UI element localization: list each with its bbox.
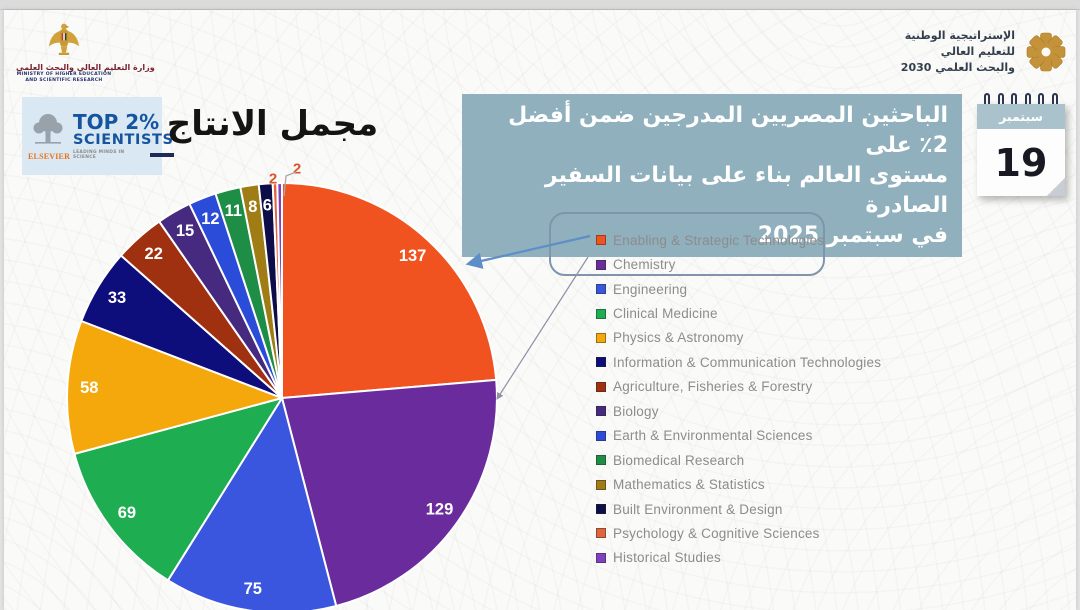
pie-value-label-3: 69 — [118, 504, 136, 522]
top2-subtitle: SCIENTISTS — [73, 131, 174, 148]
legend-label: Information & Communication Technologies — [613, 354, 882, 370]
legend-swatch — [596, 479, 606, 490]
pie-value-label-0: 137 — [399, 247, 427, 265]
ministry-logo: وزارة التعليم العالي والبحث العلمي MINIS… — [16, 20, 155, 83]
window-top-strip — [0, 0, 1080, 10]
legend-swatch — [596, 284, 606, 295]
pie-value-label-12: 2 — [269, 171, 277, 188]
legend-label: Earth & Environmental Sciences — [613, 428, 813, 444]
legend-item: Chemistry — [596, 252, 881, 276]
strategy-logo: الإستراتيجية الوطنية للتعليم العالي والب… — [878, 28, 1068, 76]
legend-label: Historical Studies — [613, 550, 721, 566]
legend-swatch — [596, 235, 606, 246]
calendar-page-curl-icon — [1047, 178, 1065, 196]
pie-slice-0 — [281, 182, 498, 399]
legend-item: Clinical Medicine — [596, 301, 881, 325]
top2-scientists-badge: ELSEVIER TOP 2% SCIENTISTS LEADING MINDS… — [22, 97, 174, 175]
legend-swatch — [596, 381, 606, 392]
egypt-eagle-icon — [48, 23, 80, 56]
legend-label: Mathematics & Statistics — [613, 477, 765, 493]
calendar-month: سبتمبر — [999, 109, 1043, 124]
legend-label: Biology — [613, 403, 659, 419]
page-title: مجمل الانتاج — [166, 104, 379, 144]
pie-slices — [66, 182, 498, 610]
legend-label: Psychology & Cognitive Sciences — [613, 525, 820, 541]
chart-legend: Enabling & Strategic Technologies Chemist… — [596, 228, 881, 570]
legend-item: Built Environment & Design — [596, 497, 881, 521]
pie-value-label-7: 15 — [176, 222, 194, 240]
pie-value-label-9: 11 — [225, 202, 242, 220]
strategy-rosette-icon — [1026, 32, 1066, 72]
legend-item: Historical Studies — [596, 546, 881, 570]
top2-tagline: LEADING MINDS IN SCIENCE — [73, 150, 125, 161]
legend-item: Physics & Astronomy — [596, 326, 881, 350]
banner-line3: في سبتمبر 2025 — [757, 223, 948, 248]
legend-swatch — [596, 528, 606, 539]
calendar-widget: سبتمبر 19 — [977, 93, 1065, 196]
pie-slice-13 — [276, 182, 283, 399]
pie-slice-4 — [66, 320, 283, 455]
pie-slice-1 — [281, 378, 498, 607]
legend-label: Agriculture, Fisheries & Forestry — [613, 379, 813, 395]
pie-value-label-5: 33 — [108, 289, 126, 307]
top2-tagline-bar — [150, 153, 174, 158]
legend-label: Biomedical Research — [613, 452, 745, 468]
strategy-line1: الإستراتيجية الوطنية — [904, 29, 1015, 42]
pie-value-label-8: 12 — [201, 210, 219, 228]
legend-swatch — [596, 308, 606, 319]
elsevier-tree-icon — [33, 113, 63, 144]
legend-label: Built Environment & Design — [613, 501, 783, 517]
headline-banner: الباحثين المصريين المدرجين ضمن أفضل 2٪ ع… — [462, 94, 962, 257]
legend-item: Mathematics & Statistics — [596, 472, 881, 496]
legend-item: Earth & Environmental Sciences — [596, 424, 881, 448]
legend-callout-box — [549, 212, 825, 276]
legend-swatch — [596, 455, 606, 466]
callout-arrow-to-purple-slice — [496, 256, 589, 400]
callout-arrow-to-orange-slice — [465, 234, 591, 269]
legend-item: Biomedical Research — [596, 448, 881, 472]
legend-swatch — [596, 332, 606, 343]
pie-value-label-1: 129 — [426, 501, 454, 519]
legend-label: Physics & Astronomy — [613, 330, 744, 346]
elsevier-wordmark: ELSEVIER — [28, 151, 71, 161]
legend-item: Information & Communication Technologies — [596, 350, 881, 374]
legend-item: Engineering — [596, 277, 881, 301]
pie-value-label-10: 8 — [248, 198, 257, 216]
legend-item: Enabling & Strategic Technologies — [596, 228, 881, 252]
pie-value-label-11: 6 — [263, 197, 272, 215]
outside-label-leader-line — [283, 171, 297, 197]
ministry-en-line2: AND SCIENTIFIC RESEARCH — [25, 77, 103, 83]
banner-line2: مستوى العالم بناء على بيانات السفير الصا… — [544, 163, 948, 218]
ministry-en-line1: MINISTRY OF HIGHER EDUCATION — [16, 72, 112, 77]
calendar-month-header: سبتمبر — [977, 104, 1065, 129]
legend-swatch — [596, 259, 606, 270]
legend-label: Chemistry — [613, 257, 676, 273]
banner-line1: الباحثين المصريين المدرجين ضمن أفضل 2٪ ع… — [508, 103, 948, 158]
top2-title: TOP 2% — [73, 109, 160, 134]
pie-value-label-13: 2 — [293, 161, 301, 178]
legend-item: Biology — [596, 399, 881, 423]
pie-slice-2 — [167, 397, 338, 610]
legend-label: Engineering — [613, 281, 688, 297]
pie-value-labels: 137 129 75 69 58 33 22 15 12 11 8 6 22 — [80, 161, 453, 598]
pie-slice-3 — [73, 397, 283, 582]
legend-swatch — [596, 552, 606, 563]
strategy-line2: للتعليم العالي — [940, 44, 1015, 58]
pie-value-label-6: 22 — [145, 245, 163, 263]
legend-swatch — [596, 504, 606, 515]
pie-value-label-2: 75 — [244, 580, 262, 598]
legend-label: Clinical Medicine — [613, 306, 718, 322]
legend-label: Enabling & Strategic Technologies — [613, 232, 825, 248]
legend-swatch — [596, 406, 606, 417]
calendar-spiral-rings-icon — [984, 93, 1058, 106]
legend-item: Agriculture, Fisheries & Forestry — [596, 375, 881, 399]
legend-swatch — [596, 430, 606, 441]
strategy-line3: والبحث العلمي 2030 — [900, 60, 1015, 74]
legend-item: Psychology & Cognitive Sciences — [596, 521, 881, 545]
ministry-arabic-name: وزارة التعليم العالي والبحث العلمي — [16, 63, 155, 72]
pie-value-label-4: 58 — [80, 379, 98, 397]
legend-swatch — [596, 357, 606, 368]
